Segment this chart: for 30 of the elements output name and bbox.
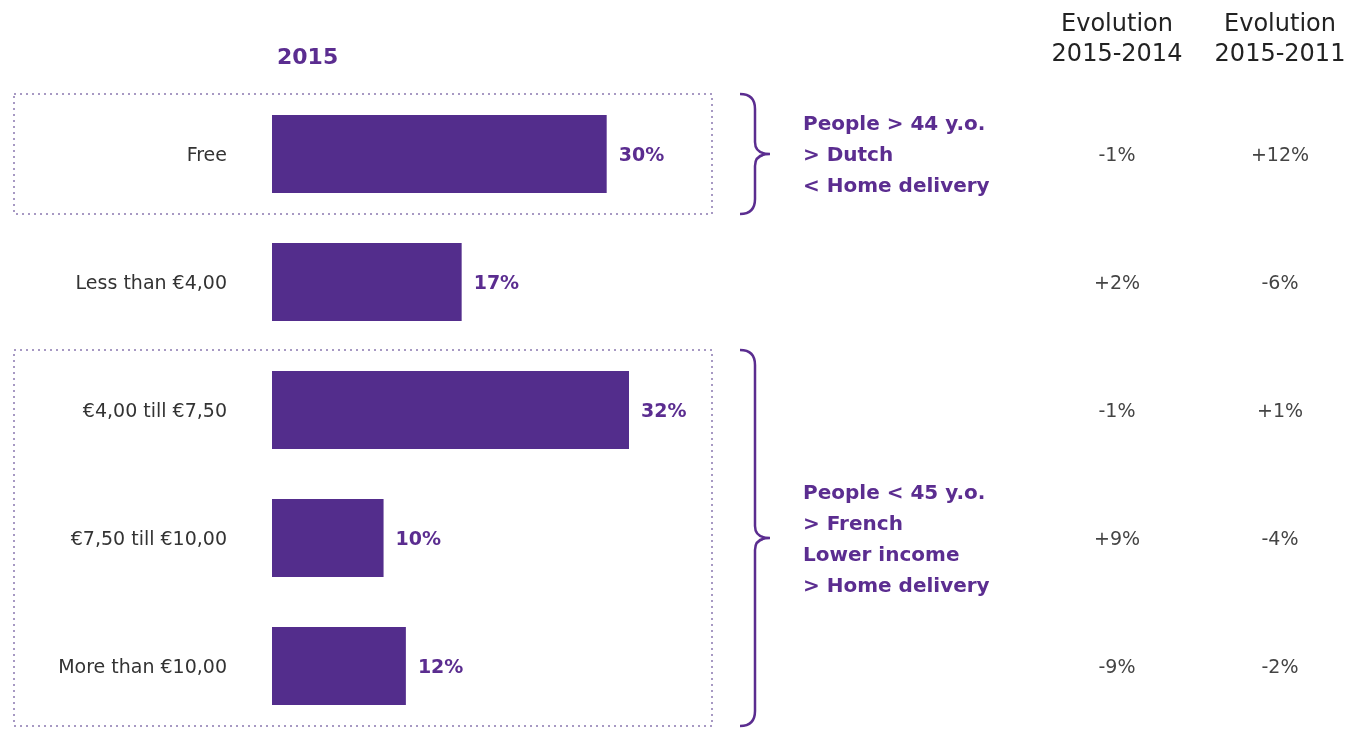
chart-title: 2015 [277, 43, 339, 69]
text: +1% [1256, 399, 1304, 421]
text: -4% [1261, 527, 1299, 549]
text: People > 44 y.o. > Dutch < Home delivery [803, 111, 990, 197]
text: -2% [1261, 655, 1299, 677]
bar [272, 627, 406, 705]
text: +12% [1250, 143, 1310, 165]
y-tick-label: €4,00 till €7,50 [82, 399, 227, 421]
bar [272, 115, 607, 193]
y-tick-label: More than €10,00 [58, 655, 227, 677]
y-tick-label: €7,50 till €10,00 [70, 527, 227, 549]
text: People < 45 y.o. > French Lower income > Home delivery [803, 479, 990, 597]
bar [272, 371, 629, 449]
text: -1% [1098, 399, 1136, 421]
text: +2% [1093, 271, 1141, 293]
bar [272, 243, 462, 321]
text: -9% [1098, 655, 1136, 677]
data-label: 12% [417, 655, 464, 677]
data-label: 17% [473, 271, 520, 293]
text: +9% [1093, 527, 1141, 549]
data-label: 32% [641, 399, 687, 421]
text: Evolution 2015-2014 [1051, 9, 1183, 67]
text: -6% [1261, 271, 1299, 293]
text: -1% [1098, 143, 1136, 165]
text: Evolution 2015-2011 [1214, 9, 1346, 67]
data-label: 30% [618, 143, 665, 165]
y-tick-label: Less than €4,00 [75, 271, 227, 293]
y-tick-label: Free [186, 143, 227, 165]
data-label: 10% [395, 527, 442, 549]
bar [272, 499, 384, 577]
